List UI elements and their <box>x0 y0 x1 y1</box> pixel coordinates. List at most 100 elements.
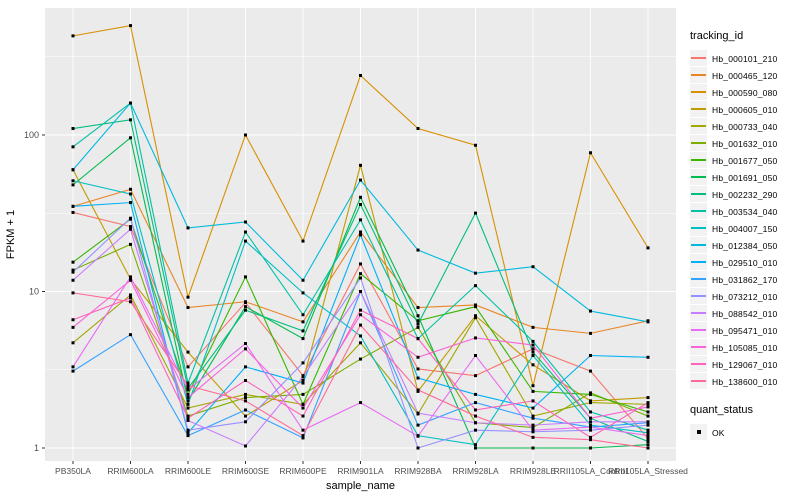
data-point <box>589 309 592 313</box>
legend-label: Hb_031862_170 <box>712 274 778 285</box>
data-point <box>474 392 477 396</box>
data-point <box>244 347 247 351</box>
data-point <box>186 365 190 369</box>
data-point <box>244 308 247 312</box>
data-point <box>129 118 132 122</box>
data-point <box>416 314 420 318</box>
data-point <box>589 331 592 335</box>
legend-item: Hb_012384_050 <box>690 237 798 254</box>
data-point <box>359 401 362 405</box>
data-point <box>589 369 592 373</box>
legend-key-line <box>690 169 707 185</box>
data-point <box>301 381 305 385</box>
data-point <box>186 306 190 310</box>
data-point <box>416 325 420 329</box>
legend-key-line <box>690 203 707 219</box>
data-point <box>531 265 535 269</box>
data-point <box>531 423 535 427</box>
legend: tracking_id Hb_000101_210 Hb_000465_120 Hb… <box>690 30 798 441</box>
data-point <box>71 145 75 149</box>
legend-key-line <box>690 84 707 100</box>
data-point <box>474 303 477 307</box>
data-point <box>71 210 75 214</box>
data-point <box>359 178 362 182</box>
data-point <box>474 446 477 450</box>
legend-key-line <box>690 339 707 355</box>
data-point <box>359 313 362 317</box>
data-point <box>531 350 535 354</box>
legend-key-line <box>690 67 707 83</box>
data-point <box>531 446 535 450</box>
data-point <box>359 218 362 222</box>
data-point <box>186 431 190 435</box>
data-point <box>129 296 132 300</box>
legend-key-line <box>690 237 707 253</box>
data-point <box>531 325 535 329</box>
legend-item: Hb_004007_150 <box>690 220 798 237</box>
data-point <box>531 399 535 403</box>
data-point <box>129 201 132 205</box>
data-point <box>589 392 592 396</box>
data-point <box>589 399 592 403</box>
data-point <box>474 374 477 378</box>
data-point <box>129 278 132 282</box>
data-point <box>474 421 477 425</box>
data-point <box>589 410 592 414</box>
data-point <box>589 428 592 432</box>
data-point <box>186 406 190 410</box>
legend-items: Hb_000101_210 Hb_000465_120 Hb_000590_080 H… <box>690 50 798 390</box>
data-point <box>301 375 305 379</box>
legend-item: Hb_129067_010 <box>690 356 798 373</box>
data-point <box>71 270 75 274</box>
data-point <box>186 384 190 388</box>
data-point <box>416 127 420 131</box>
data-point <box>359 341 362 345</box>
data-point <box>646 405 650 409</box>
data-point <box>244 414 247 418</box>
data-point <box>646 396 650 400</box>
data-point <box>646 246 650 250</box>
data-point <box>416 248 420 252</box>
data-point <box>129 216 132 220</box>
legend-key-line <box>690 322 707 338</box>
legend-label: Hb_129067_010 <box>712 359 778 370</box>
data-point <box>301 402 305 406</box>
legend-label: Hb_029510_010 <box>712 257 778 268</box>
data-point <box>589 435 592 439</box>
data-point <box>416 423 420 427</box>
legend-title: tracking_id <box>690 30 744 42</box>
data-point <box>71 260 75 264</box>
data-point <box>301 434 305 438</box>
legend-key-line <box>690 101 707 117</box>
legend-key-line <box>690 305 707 321</box>
legend-key-line <box>690 50 707 66</box>
data-point <box>474 211 477 215</box>
data-point <box>589 438 592 442</box>
data-point <box>589 391 592 395</box>
data-point <box>474 316 477 320</box>
legend-item: Hb_001632_010 <box>690 135 798 152</box>
legend-item: Hb_088542_010 <box>690 305 798 322</box>
data-point <box>531 430 535 434</box>
data-point <box>301 378 305 382</box>
data-point <box>531 384 535 388</box>
data-point <box>531 414 535 418</box>
x-tick-label: PB350LA <box>55 466 91 476</box>
x-axis-title: sample_name <box>326 480 395 492</box>
y-tick-label: 1 <box>34 443 39 453</box>
data-point <box>71 168 75 172</box>
data-point <box>71 278 75 282</box>
data-point <box>474 314 477 318</box>
quant-legend-items: OK <box>690 424 798 441</box>
legend-label: Hb_088542_010 <box>712 308 778 319</box>
data-point <box>244 420 247 424</box>
legend-key-line <box>690 373 707 389</box>
data-point <box>244 220 247 224</box>
data-point <box>301 392 305 396</box>
data-point <box>301 337 305 341</box>
data-point <box>244 342 247 346</box>
data-point <box>646 402 650 406</box>
y-axis-title: FPKM + 1 <box>5 210 17 259</box>
data-point <box>589 416 592 420</box>
data-point <box>301 406 305 410</box>
